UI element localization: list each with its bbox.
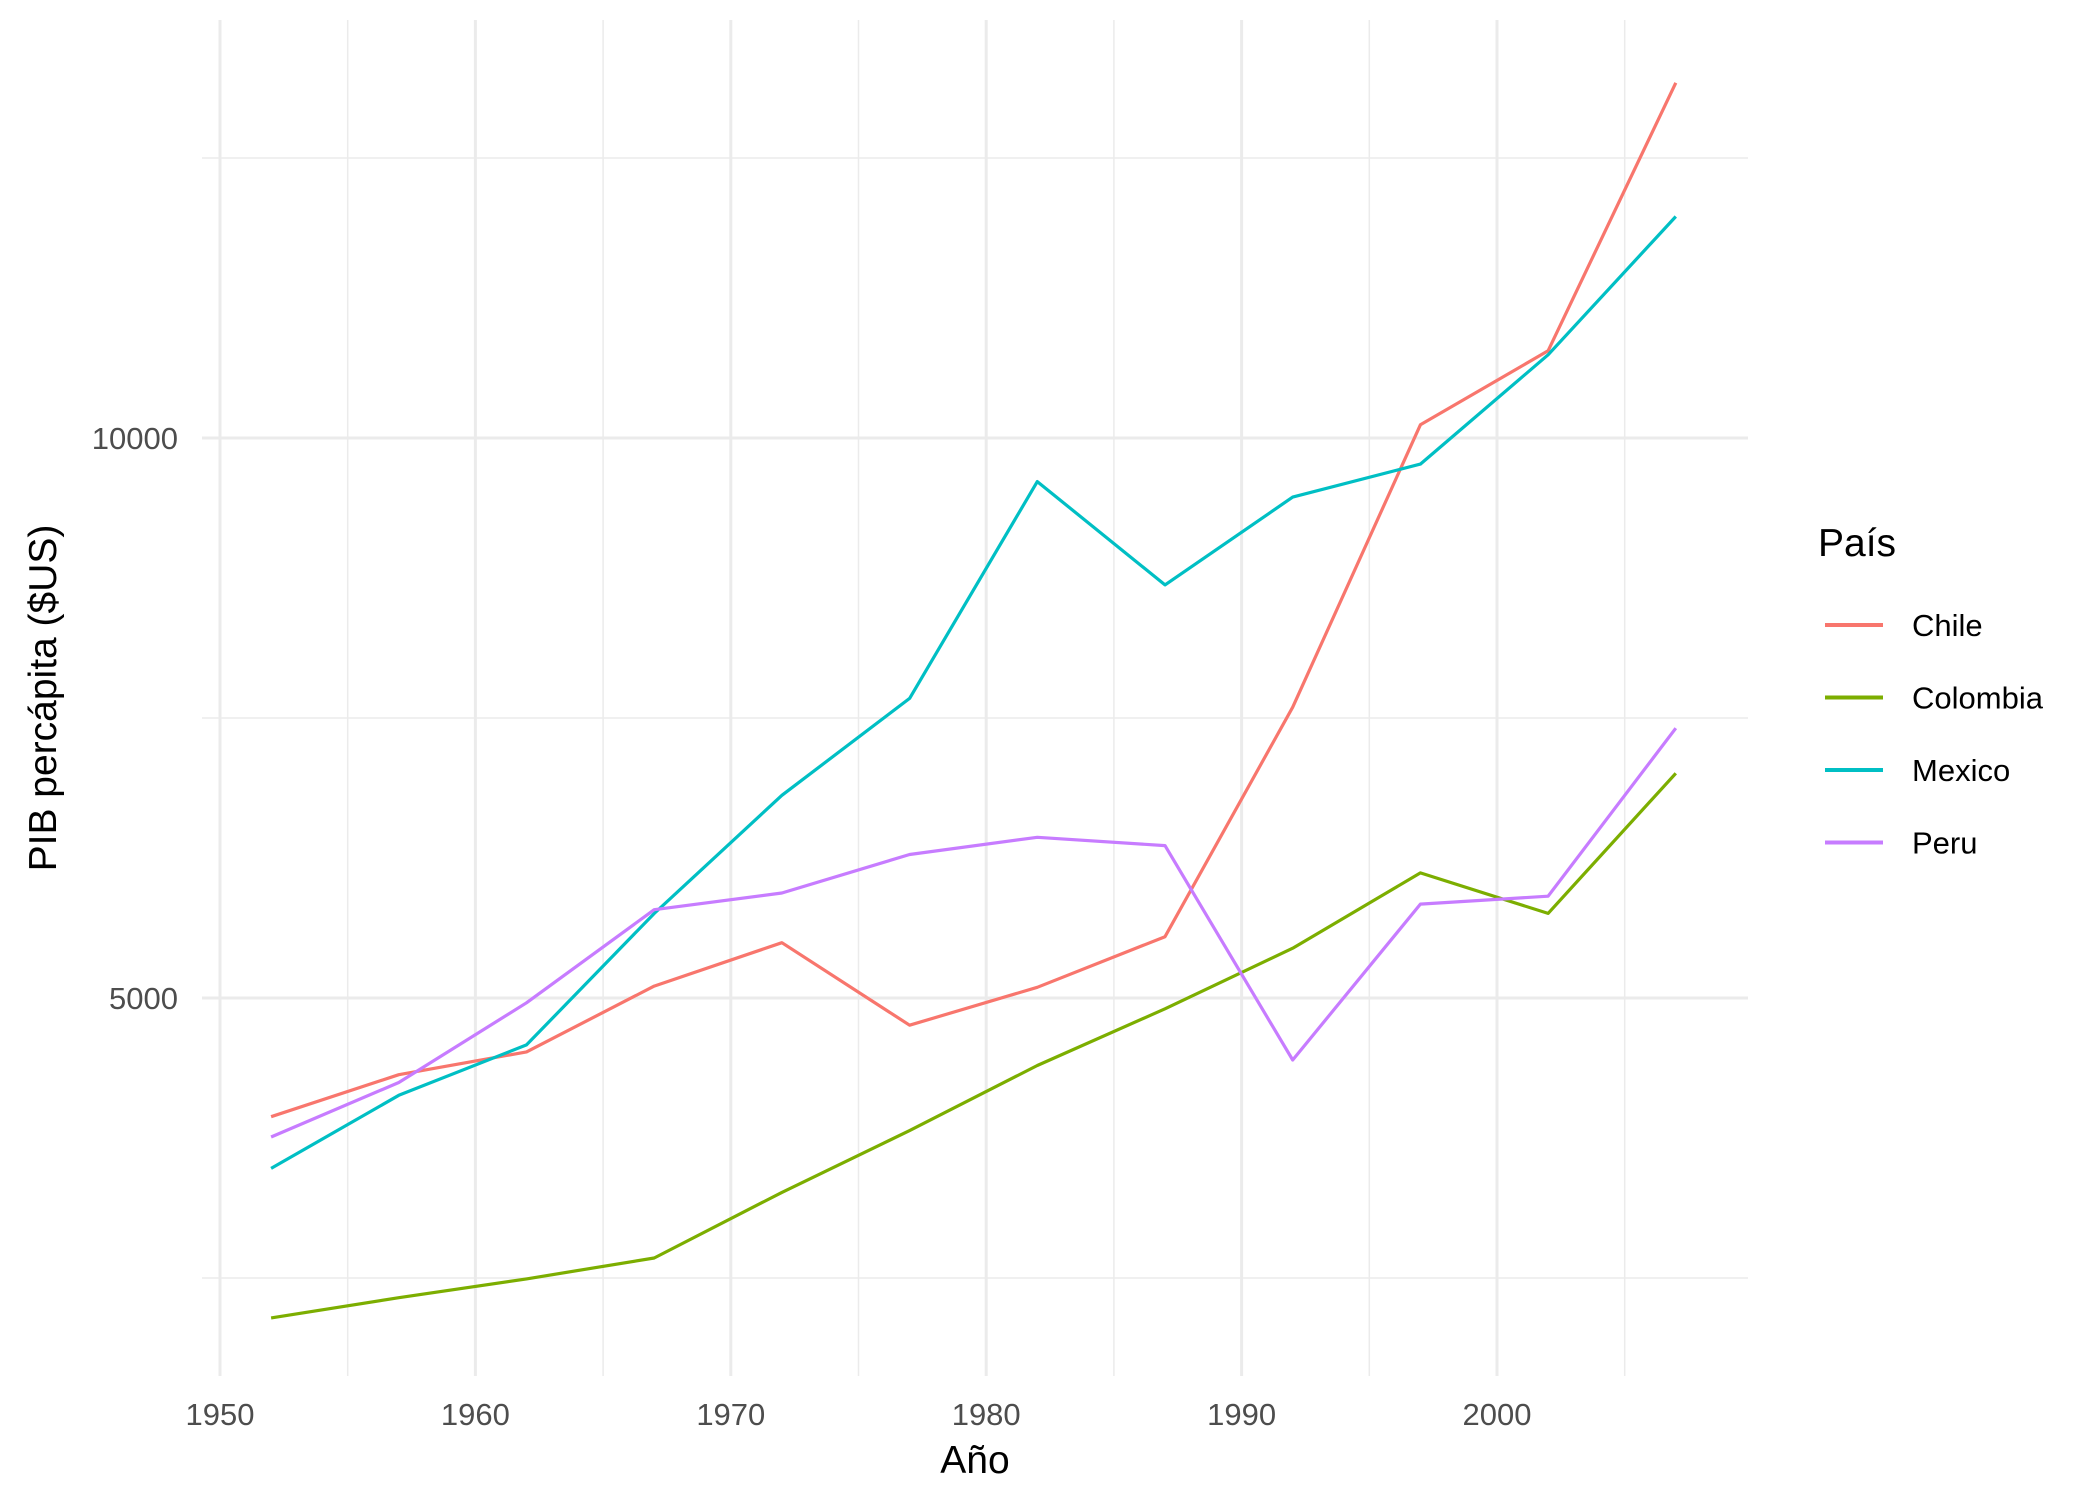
x-tick-label: 1970 — [696, 1397, 765, 1432]
x-tick-label: 1980 — [952, 1397, 1021, 1432]
x-tick-label: 1990 — [1207, 1397, 1276, 1432]
series-line-colombia — [270, 772, 1677, 1320]
axis-ticks: 1950 1960 1970 1980 1990 2000 5000 10000 — [92, 421, 1532, 1432]
legend-title: País — [1818, 522, 1896, 565]
legend-label: Peru — [1912, 826, 1977, 861]
x-tick-label: 2000 — [1463, 1397, 1532, 1432]
y-tick-label: 10000 — [92, 421, 178, 456]
legend-label: Mexico — [1912, 753, 2010, 788]
legend-label: Chile — [1912, 608, 1983, 643]
legend-label: Colombia — [1912, 681, 2044, 716]
gridlines — [202, 20, 1748, 1376]
series-line-peru — [270, 727, 1678, 1139]
x-axis-title: Año — [940, 1439, 1009, 1482]
series-line-chile — [270, 82, 1678, 1119]
series-line-mexico — [270, 215, 1677, 1170]
y-tick-label: 5000 — [109, 981, 178, 1016]
x-tick-label: 1960 — [441, 1397, 510, 1432]
y-axis-title: PIB percápita ($US) — [22, 525, 65, 872]
series-lines — [270, 82, 1678, 1320]
x-tick-label: 1950 — [186, 1397, 255, 1432]
legend: País Chile Colombia Mexico Peru — [1818, 522, 2044, 861]
